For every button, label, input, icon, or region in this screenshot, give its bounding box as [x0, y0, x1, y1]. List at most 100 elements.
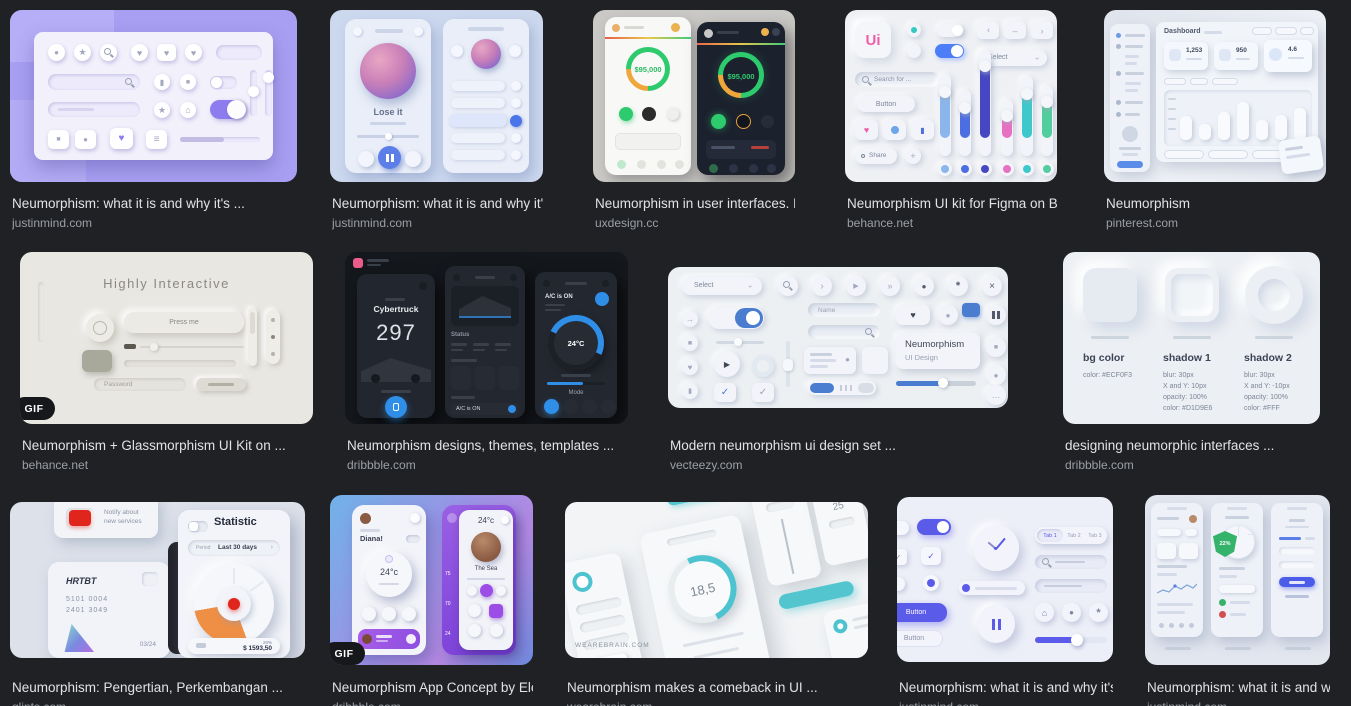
- result-source[interactable]: dribbble.com: [332, 700, 533, 706]
- search-result[interactable]: Lose it Neumorphism: what it is and w: [330, 10, 543, 240]
- phone-analytics: [1151, 503, 1203, 637]
- credit-card: HRTBT 5101 0004 2401 3049 03/24: [48, 562, 170, 658]
- result-title[interactable]: Neumorphism + Glassmorphism UI Kit on ..…: [22, 438, 286, 453]
- toggle-on: [917, 519, 951, 535]
- result-source[interactable]: behance.net: [847, 216, 914, 230]
- search-result[interactable]: ✓ ✓ Button Button Tab 1 Tab 2 Tab 3: [897, 497, 1113, 706]
- result-source[interactable]: justinmind.com: [12, 216, 93, 230]
- spec-line: opacity: 100%: [1163, 394, 1207, 401]
- result-source[interactable]: behance.net: [22, 458, 89, 472]
- bell-icon: ●: [845, 355, 850, 364]
- temp-value: 24°C: [567, 338, 585, 348]
- color-dot: [978, 162, 992, 176]
- search-result[interactable]: Diana! 24°c 75: [330, 495, 533, 706]
- result-source[interactable]: justinmind.com: [899, 700, 1113, 706]
- fan-progress: [547, 382, 605, 385]
- color-dot: [1040, 162, 1054, 176]
- name-field: Name: [808, 303, 880, 317]
- result-title[interactable]: Neumorphism: [1106, 196, 1191, 211]
- search-result[interactable]: $95,000 $95,000: [593, 10, 795, 240]
- result-source[interactable]: uxdesign.cc: [595, 216, 659, 230]
- result-title[interactable]: designing neumorphic interfaces ...: [1065, 438, 1275, 453]
- result-thumbnail[interactable]: bg color color: #ECF0F3 shadow 1 blur: 3…: [1063, 252, 1320, 424]
- search-result[interactable]: 18,5 70 25: [565, 502, 868, 706]
- result-thumbnail[interactable]: Diana! 24°c 75: [330, 495, 533, 665]
- result-thumbnail[interactable]: Dashboard 1,253 950 4.6: [1104, 10, 1326, 182]
- slider-track: [124, 360, 236, 367]
- result-title[interactable]: Neumorphism: what it is and why it's ...: [332, 196, 543, 211]
- heart-icon: ♥: [131, 44, 148, 61]
- search-result[interactable]: bg color color: #ECF0F3 shadow 1 blur: 3…: [1063, 252, 1320, 482]
- check-off: ✓: [752, 383, 774, 402]
- card-subtitle: UI Design: [905, 353, 938, 362]
- result-source[interactable]: pinterest.com: [1106, 216, 1179, 230]
- result-source[interactable]: wearebrain.com: [567, 700, 868, 706]
- amount-row: 20% $ 1593,50: [188, 638, 280, 654]
- result-source[interactable]: justinmind.com: [1147, 700, 1330, 706]
- result-source[interactable]: glints.com: [12, 700, 305, 706]
- result-title[interactable]: Neumorphism: what it is and why it's ...: [899, 680, 1113, 695]
- tab: Tab 3: [1088, 532, 1102, 539]
- phone-dark: $95,000: [697, 22, 785, 175]
- heart-icon: ♥: [682, 359, 698, 375]
- result-title[interactable]: Neumorphism UI kit for Figma on Behan…: [847, 196, 1057, 211]
- radio-off: [907, 44, 921, 58]
- result-thumbnail[interactable]: 22%: [1145, 495, 1330, 665]
- mini-toggle: [188, 521, 208, 532]
- phone-cybertruck-climate: A/C is ON 24°C Mode: [535, 272, 617, 418]
- search-result[interactable]: Cybertruck 297 Status: [345, 252, 628, 482]
- result-title[interactable]: Neumorphism in user interfaces. How …: [595, 196, 795, 211]
- result-thumbnail[interactable]: Highly Interactive Press me Password GIF: [20, 252, 313, 424]
- slider-pill: [959, 581, 1025, 595]
- search-result[interactable]: 22% Neumorphism:: [1145, 495, 1330, 706]
- stat-card: 950: [1214, 42, 1258, 70]
- power-button: [595, 292, 609, 306]
- plus-button: +: [905, 148, 921, 164]
- slider-vertical: [263, 70, 274, 116]
- result-source[interactable]: vecteezy.com: [670, 458, 743, 472]
- line-chart: [1157, 583, 1197, 594]
- status-label: Status: [451, 332, 470, 338]
- forward-button: »: [880, 276, 900, 296]
- result-thumbnail[interactable]: Cybertruck 297 Status: [345, 252, 628, 424]
- bookmark-icon: ▮: [682, 383, 698, 399]
- balance-value: $95,000: [634, 65, 662, 74]
- result-title[interactable]: Neumorphism App Concept by Elena…: [332, 680, 533, 695]
- search-result[interactable]: ● ★ ♥ ♥ ♥ ▮ ■ ★ ⌂ ■ ● ♥ ≡: [10, 10, 297, 240]
- result-thumbnail[interactable]: ● ★ ♥ ♥ ♥ ▮ ■ ★ ⌂ ■ ● ♥ ≡: [10, 10, 297, 182]
- slider-bar: [980, 66, 990, 138]
- inner-card: 24°c The Sea: [459, 510, 513, 650]
- search-result[interactable]: Dashboard 1,253 950 4.6: [1104, 10, 1326, 240]
- result-thumbnail[interactable]: Select › › ▶ » ● * × → ■ ♥ ▮ ▶ ✓ ✓ Name: [668, 267, 1008, 408]
- result-thumbnail[interactable]: ✓ ✓ Button Button Tab 1 Tab 2 Tab 3: [897, 497, 1113, 662]
- phone-login: [1271, 503, 1323, 637]
- result-source[interactable]: dribbble.com: [347, 458, 416, 472]
- press-me-button: Press me: [124, 312, 244, 333]
- tab: Tab 2: [1067, 532, 1081, 539]
- search-result[interactable]: Select › › ▶ » ● * × → ■ ♥ ▮ ▶ ✓ ✓ Name: [668, 267, 1008, 477]
- temp-value: 24°c: [477, 516, 495, 525]
- arrow-icon: →: [682, 311, 698, 327]
- result-thumbnail[interactable]: $95,000 $95,000: [593, 10, 795, 182]
- result-title[interactable]: Neumorphism: what it is and why…: [1147, 680, 1330, 695]
- teal-pill: [666, 502, 726, 507]
- result-thumbnail[interactable]: 18,5 70 25: [565, 502, 868, 658]
- search-result[interactable]: Highly Interactive Press me Password GIF…: [20, 252, 313, 482]
- spec-line: blur: 30px: [1163, 372, 1194, 379]
- result-title[interactable]: Neumorphism: what it is and why it's ...: [12, 196, 245, 211]
- result-title[interactable]: Neumorphism: Pengertian, Perkembangan ..…: [12, 680, 283, 695]
- search-field: Search for ...: [855, 72, 939, 87]
- search-result[interactable]: Ui › – › Select › Search for ... Button …: [845, 10, 1057, 240]
- result-thumbnail[interactable]: Ui › – › Select › Search for ... Button …: [845, 10, 1057, 182]
- result-source[interactable]: dribbble.com: [1065, 458, 1134, 472]
- result-source[interactable]: justinmind.com: [332, 216, 413, 230]
- result-thumbnail[interactable]: Notify about new services HRTBT 5101 000…: [10, 502, 305, 658]
- star-icon: ★: [74, 44, 91, 61]
- result-title[interactable]: Modern neumorphism ui design set ...: [670, 438, 896, 453]
- result-title[interactable]: Neumorphism designs, themes, templates .…: [347, 438, 615, 453]
- search-result[interactable]: Notify about new services HRTBT 5101 000…: [10, 502, 305, 706]
- progress-bar: [180, 137, 260, 142]
- result-thumbnail[interactable]: Lose it: [330, 10, 543, 182]
- result-title[interactable]: Neumorphism makes a comeback in UI ...: [567, 680, 818, 695]
